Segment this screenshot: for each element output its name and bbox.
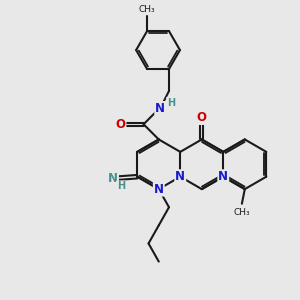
Text: N: N (154, 183, 164, 196)
Text: CH₃: CH₃ (234, 208, 250, 217)
Text: H: H (167, 98, 175, 108)
Text: CH₃: CH₃ (139, 4, 155, 14)
Text: N: N (175, 170, 185, 183)
Text: N: N (218, 170, 228, 183)
Text: N: N (155, 102, 165, 115)
Text: O: O (116, 118, 125, 131)
Text: H: H (117, 181, 125, 191)
Text: N: N (108, 172, 118, 185)
Text: O: O (197, 111, 207, 124)
